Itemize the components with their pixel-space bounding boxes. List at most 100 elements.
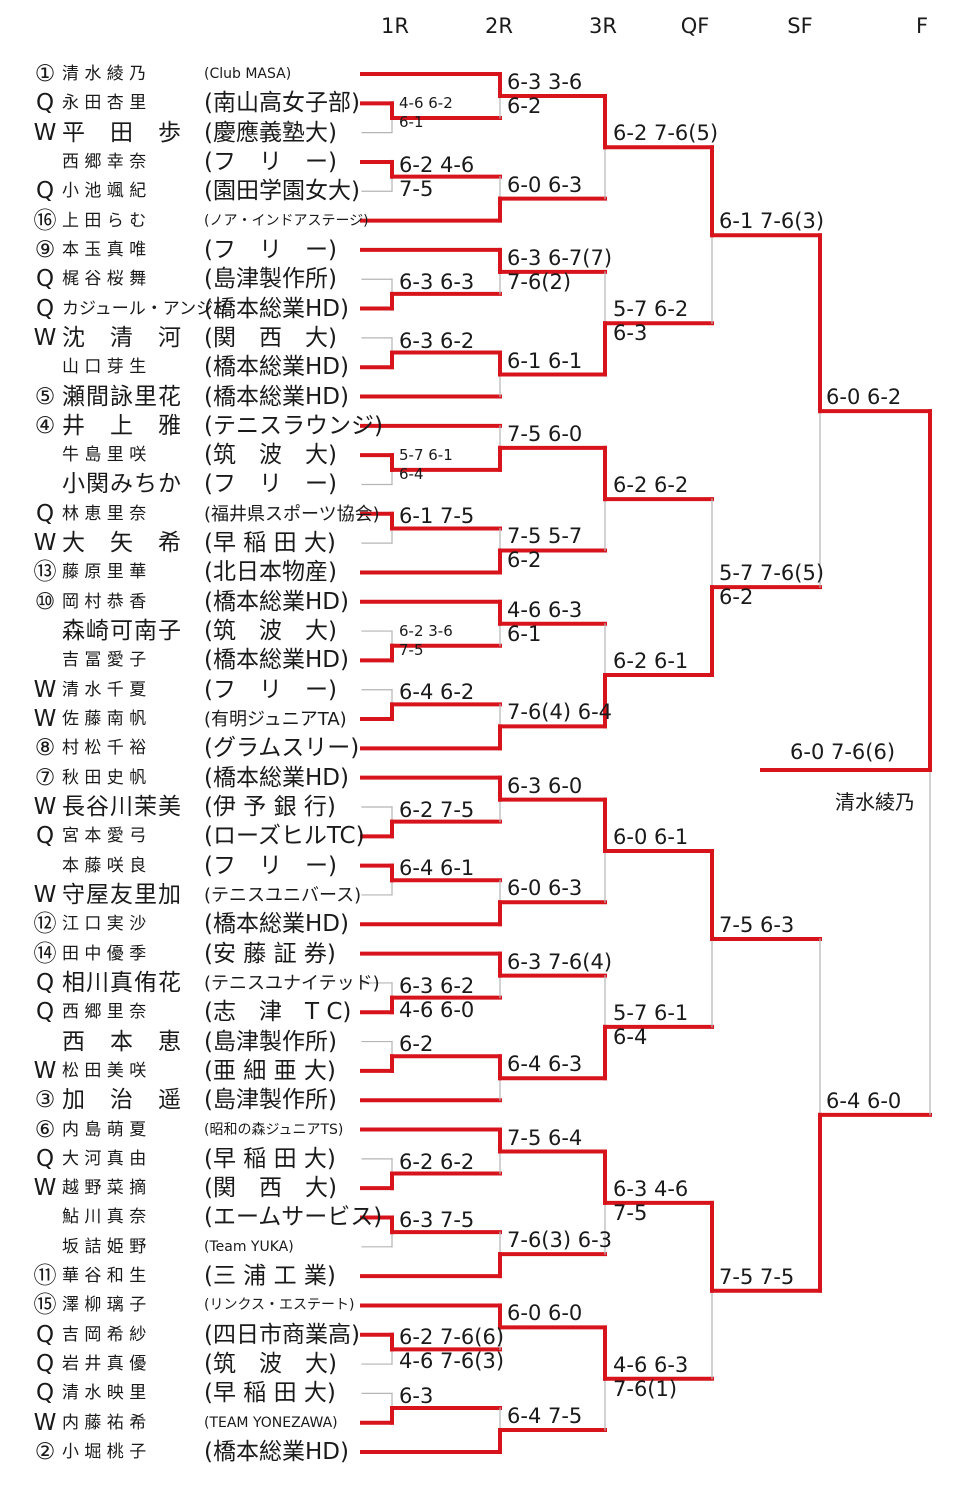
player-club: (三 浦 工 業) [204, 1263, 336, 1290]
player-club: (テニスラウンジ) [204, 412, 383, 439]
match-score: 6-3 6-7(7) 7-6(2) [507, 246, 612, 294]
player-seed: ⑨ [34, 236, 56, 263]
player-name: 林 恵 里 奈 [62, 503, 147, 524]
player-seed: Q [35, 266, 55, 293]
score-line: 6-3 [613, 321, 648, 346]
player-club: (Team YUKA) [204, 1238, 294, 1255]
player-name: 村 松 千 裕 [62, 738, 147, 759]
player-seed: Q [35, 1351, 55, 1378]
player-name: 大 矢 希 [62, 530, 182, 557]
player-seed: ⑥ [34, 1116, 56, 1143]
player-seed: W [33, 676, 57, 703]
player-name: 平 田 歩 [62, 119, 182, 146]
match-score: 5-7 6-1 6-4 [399, 446, 453, 484]
score-line: 7-5 [399, 176, 434, 201]
player-row: ⑥ 内 島 萌 夏 (昭和の森ジュニアTS) [28, 1116, 358, 1145]
score-line: 6-3 [399, 1384, 434, 1409]
player-club: (グラムスリー) [204, 735, 360, 762]
player-name: 上 田 ら む [62, 210, 147, 231]
player-seed: Q [35, 969, 55, 996]
player-name: 江 口 実 沙 [62, 914, 147, 935]
player-club: (関 西 大) [204, 324, 337, 351]
score-line: 6-4 6-3 [507, 1052, 583, 1077]
player-club: (島津製作所) [204, 1087, 337, 1114]
player-row: ⑧ 村 松 千 裕 (グラムスリー) [28, 734, 360, 763]
player-seed: Q [35, 90, 55, 117]
match-score: 6-3 6-3 [399, 270, 474, 294]
score-line: 6-4 6-0 [826, 1088, 902, 1113]
player-club: (フ リ ー) [204, 471, 337, 498]
round-header-f: F [915, 14, 929, 38]
score-line: 5-7 6-2 [613, 297, 689, 322]
player-row: Q 小 池 颯 紀 (園田学園女大) [28, 177, 360, 206]
score-line: 7-5 5-7 [507, 524, 583, 549]
score-line: 6-3 6-7(7) [507, 245, 613, 270]
match-score: 6-3 6-2 [399, 329, 474, 353]
match-score: 7-5 5-7 6-2 [507, 524, 582, 572]
player-seed: W [33, 1057, 57, 1084]
player-seed: Q [35, 823, 55, 850]
match-score: 6-4 6-3 [507, 1052, 582, 1076]
player-name: 岩 井 真 優 [62, 1354, 147, 1375]
score-line: 6-1 6-1 [507, 348, 583, 373]
match-score: 6-2 4-6 7-5 [399, 153, 474, 201]
player-seed: W [33, 324, 57, 351]
player-club: (フ リ ー) [204, 148, 337, 175]
player-row: ⑤ 瀬間詠里花 (橋本総業HD) [28, 383, 358, 412]
player-club: (昭和の森ジュニアTS) [204, 1121, 344, 1138]
player-seed: ⑭ [33, 940, 57, 967]
match-score: 6-4 7-5 [507, 1404, 582, 1428]
player-club: (園田学園女大) [204, 178, 360, 205]
player-name: 内 藤 祐 希 [62, 1412, 147, 1433]
score-line: 6-1 7-6(3) [719, 209, 825, 234]
player-row: 吉 冨 愛 子 (橋本総業HD) [28, 646, 358, 675]
player-seed: ⑫ [33, 911, 57, 938]
player-row: 森崎可南子 (筑 波 大) [28, 617, 358, 646]
player-name: 小関みちか [62, 471, 182, 498]
player-seed: ⑯ [33, 207, 57, 234]
player-club: (橋本総業HD) [204, 295, 349, 322]
player-club: (志 津 T C) [204, 999, 352, 1026]
player-seed: ⑬ [33, 559, 57, 586]
round-header-qf: QF [680, 14, 710, 38]
player-name: 吉 冨 愛 子 [62, 650, 147, 671]
player-name: 秋 田 史 帆 [62, 767, 147, 788]
player-row: Q 清 水 映 里 (早 稲 田 大) [28, 1379, 358, 1408]
player-row: 牛 島 里 咲 (筑 波 大) [28, 441, 358, 470]
score-line: 4-6 6-0 [399, 997, 475, 1022]
player-seed: ⑧ [34, 735, 56, 762]
player-seed: Q [35, 295, 55, 322]
score-line: 5-7 6-1 [399, 445, 453, 464]
player-name: 大 河 真 由 [62, 1148, 147, 1169]
player-club: (安 藤 証 券) [204, 940, 336, 967]
score-line: 7-5 7-5 [719, 1264, 795, 1289]
score-line: 4-6 6-3 [613, 1352, 689, 1377]
player-seed: W [33, 119, 57, 146]
player-name: 内 島 萌 夏 [62, 1119, 147, 1140]
player-club: (橋本総業HD) [204, 1439, 349, 1466]
score-line: 6-2 [507, 93, 542, 118]
score-line: 6-2 4-6 [399, 152, 475, 177]
player-seed: ① [34, 61, 56, 87]
player-club: (有明ジュニアTA) [204, 709, 347, 731]
player-club: (北日本物産) [204, 559, 337, 586]
player-club: (早 稲 田 大) [204, 1145, 336, 1172]
round-header-1r: 1R [381, 14, 409, 38]
score-line: 6-2 6-1 [613, 649, 689, 674]
player-name: 小 堀 桃 子 [62, 1442, 147, 1463]
score-line: 7-6(1) [613, 1376, 678, 1401]
match-score: 6-2 7-6(6) 4-6 7-6(3) [399, 1325, 504, 1373]
player-row: ⑦ 秋 田 史 帆 (橋本総業HD) [28, 764, 358, 793]
score-line: 5-7 7-6(5) [719, 561, 825, 586]
player-seed: Q [35, 1321, 55, 1348]
score-line: 7-5 [399, 640, 424, 659]
player-name: 松 田 美 咲 [62, 1060, 147, 1081]
player-club: (ノア・インドアステージ) [204, 212, 369, 229]
match-score: 4-6 6-3 6-1 [507, 598, 582, 646]
match-score: 6-3 4-6 7-5 [613, 1177, 688, 1225]
player-seed: W [33, 1175, 57, 1202]
score-line: 6-3 3-6 [507, 69, 583, 94]
